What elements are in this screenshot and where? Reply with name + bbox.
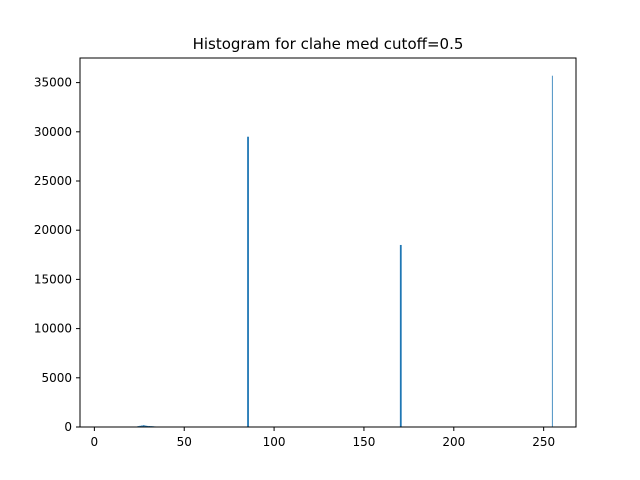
histogram-bar: [144, 425, 147, 427]
histogram-bar: [146, 425, 149, 427]
y-tick-label: 20000: [34, 223, 72, 237]
plot-frame: [79, 57, 577, 428]
histogram-bar: [247, 136, 249, 427]
y-tick-label: 5000: [41, 371, 72, 385]
y-tick-label: 0: [64, 420, 72, 434]
x-tick-label: 100: [263, 435, 286, 449]
y-tick-label: 25000: [34, 174, 72, 188]
y-axis-ticks: 0 5000 10000 15000 20000 25000 30000 35000: [34, 76, 80, 434]
x-tick-label: 200: [442, 435, 465, 449]
x-tick-label: 150: [352, 435, 375, 449]
histogram-bar: [142, 425, 145, 427]
x-tick-label: 50: [177, 435, 192, 449]
x-tick-label: 250: [532, 435, 555, 449]
y-tick-label: 30000: [34, 125, 72, 139]
y-tick-label: 35000: [34, 76, 72, 90]
x-tick-label: 0: [91, 435, 99, 449]
y-tick-label: 10000: [34, 322, 72, 336]
y-tick-label: 15000: [34, 272, 72, 286]
histogram-bar: [399, 244, 402, 427]
chart-title: Histogram for clahe med cutoff=0.5: [193, 35, 464, 53]
histogram-bar: [139, 425, 142, 427]
histogram-bar: [551, 75, 553, 428]
histogram-bar: [141, 425, 143, 427]
x-axis-ticks: 0 50 100 150 200 250: [91, 427, 555, 449]
